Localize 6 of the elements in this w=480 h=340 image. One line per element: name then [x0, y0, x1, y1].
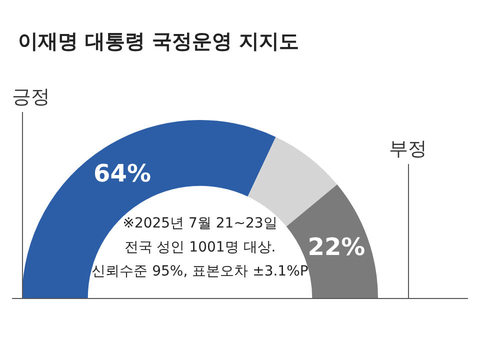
slice-label: 부정: [389, 138, 427, 160]
text: ※2025년 7월 21~23일 전국 성인 1001명 대상. 신뢰수준 95%, 표본오차 ±3.1%P: [92, 216, 308, 280]
data-label: 64%: [94, 160, 151, 188]
chart-title: 이재명 대통령 국정운영 지지도: [18, 28, 299, 55]
slice-label: 긍정: [12, 86, 50, 108]
data-label: 22%: [308, 233, 366, 262]
